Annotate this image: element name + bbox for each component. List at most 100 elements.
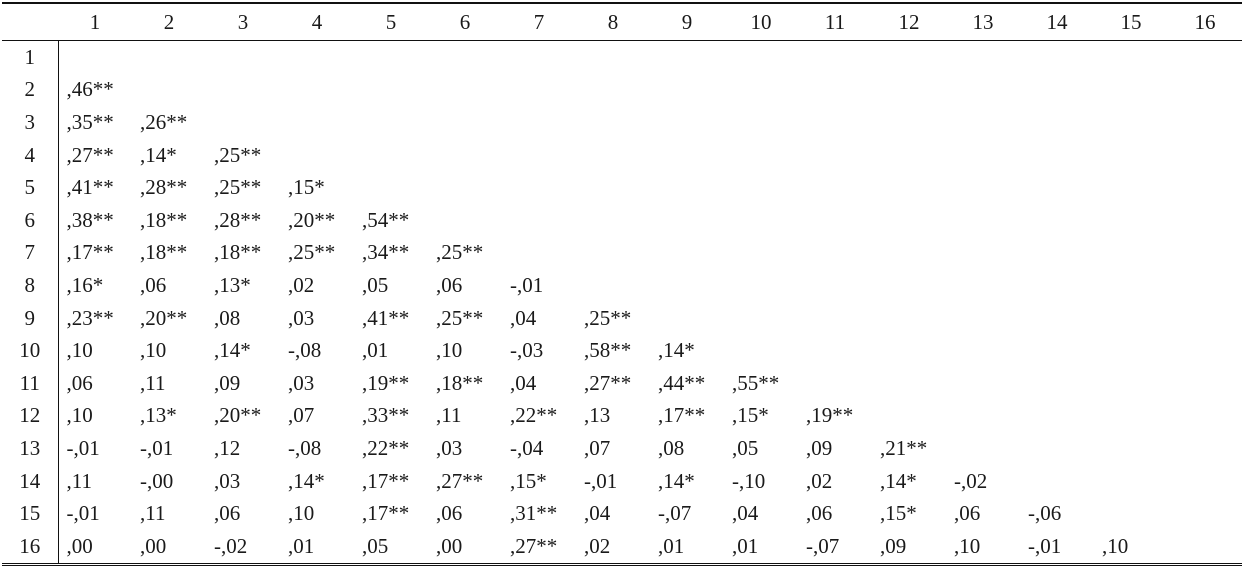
table-cell: ,11 [436,403,462,428]
table-cell [724,74,798,107]
table-cell: ,17** [66,240,114,265]
column-header: 13 [946,2,1020,41]
table-cell: ,15* [880,501,917,526]
table-cell: ,20** [214,403,262,428]
table-cell [650,204,724,237]
column-header: 2 [132,2,206,41]
table-cell: ,25** [436,240,484,265]
table-cell [872,269,946,302]
table-row: 8 ,16* ,06 ,13* ,02 ,05 ,06 -,01 [2,269,1242,302]
table-cell [1020,432,1094,465]
table-cell [1094,139,1168,172]
table-cell [650,269,724,302]
table-cell [946,41,1020,74]
table-cell: ,31** [510,501,558,526]
table-cell [502,106,576,139]
corner-cell [2,2,58,41]
table-cell: ,06 [214,501,241,526]
table-cell [428,106,502,139]
table-cell [502,204,576,237]
table-cell: -,08 [288,435,322,460]
table-cell [872,171,946,204]
table-cell: ,03 [288,370,315,395]
header-row: 1 2 3 4 5 6 7 8 9 10 11 12 13 14 15 16 [2,2,1242,41]
column-header: 14 [1020,2,1094,41]
table-cell [1168,74,1242,107]
table-cell: ,27** [502,529,576,566]
table-row: 10 ,10 ,10 ,14* -,08 ,01 ,10 -,03 ,58** ,14* [2,334,1242,367]
row-label: 4 [2,138,59,172]
table-cell: ,13* [140,403,177,428]
table-cell: ,06 [436,272,463,297]
table-cell: ,05 [354,529,428,566]
table-cell: -,01 [140,435,174,460]
table-cell: ,10 [288,501,315,526]
row-label: 5 [2,171,59,204]
column-header: 4 [280,2,354,41]
table-cell: ,19** [362,370,410,395]
table-cell: ,17** [658,403,706,428]
table-cell: ,06 [140,272,167,297]
table-cell: -,07 [798,529,872,566]
table-cell [1020,74,1094,107]
table-cell: ,25** [214,175,262,200]
table-cell: ,14* [658,468,695,493]
table-cell: ,11 [66,468,92,493]
table-cell: ,08 [658,435,685,460]
table-cell: ,28** [140,175,188,200]
table-cell: ,06 [954,501,981,526]
table-cell [650,139,724,172]
table-cell [428,171,502,204]
table-cell [206,74,280,107]
table-cell [798,41,872,74]
table-cell: ,15* [288,175,325,200]
table-cell [872,367,946,400]
table-cell: ,01 [280,529,354,566]
table-cell [872,400,946,433]
table-cell: ,41** [66,175,114,200]
table-cell: ,34** [362,240,410,265]
table-cell: ,16* [66,272,104,297]
table-cell: ,23** [66,305,114,330]
table-cell [724,41,798,74]
table-cell: ,02 [576,529,650,566]
table-cell [1020,41,1094,74]
table-cell: ,12 [214,435,241,460]
table-cell: ,21** [880,435,928,460]
table-cell [428,204,502,237]
table-cell [1168,400,1242,433]
table-cell: -,01 [510,272,544,297]
table-cell [650,74,724,107]
table-cell [576,139,650,172]
table-cell: ,06 [436,501,463,526]
table-cell [724,237,798,270]
table-cell [1020,302,1094,335]
table-cell: -,03 [510,338,544,363]
table-cell [428,74,502,107]
table-cell: ,00 [58,529,132,566]
table-cell [946,269,1020,302]
table-cell [502,171,576,204]
row-label: 10 [2,334,59,367]
column-header: 10 [724,2,798,41]
table-cell [650,106,724,139]
table-cell [1168,171,1242,204]
table-row: 5 ,41** ,28** ,25** ,15* [2,171,1242,204]
column-header: 8 [576,2,650,41]
table-cell [1020,334,1094,367]
table-cell [724,171,798,204]
table-cell: ,00 [132,529,206,566]
table-cell: ,27** [584,370,632,395]
table-row: 14 ,11 -,00 ,03 ,14* ,17** ,27** ,15* -,01 ,14* -,… [2,464,1242,498]
table-cell: ,20** [140,305,188,330]
table-cell [576,269,650,302]
table-row: 2 ,46** [2,73,1242,107]
row-label: 11 [2,366,59,400]
table-cell: -,01 [1020,529,1094,566]
table-cell: ,10 [1094,529,1168,566]
table-cell [724,139,798,172]
table-cell: ,14* [140,142,177,167]
table-cell: ,54** [362,207,410,232]
table-cell [1094,204,1168,237]
table-cell: -,06 [1028,501,1062,526]
